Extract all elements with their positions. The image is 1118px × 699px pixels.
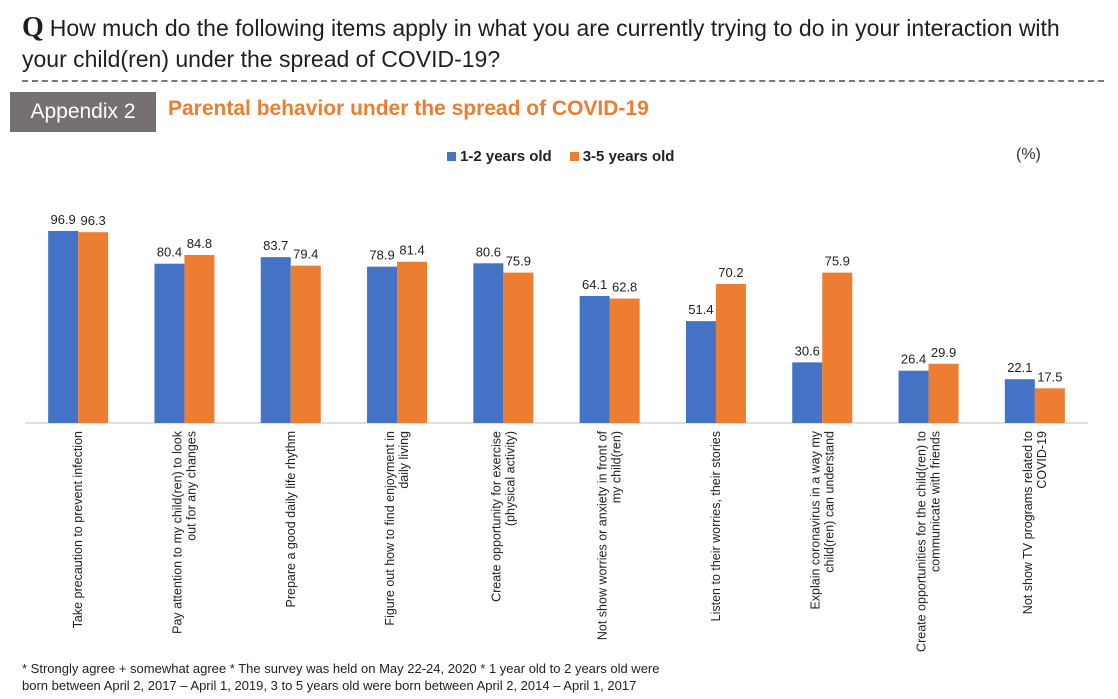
category-label-8: Explain coronavirus in a way mychild(ren… (808, 430, 836, 609)
bar-s1-c6 (579, 295, 610, 423)
category-label-9: Create opportunities for the child(ren) … (915, 431, 943, 652)
data-label-s1-c5: 80.6 (476, 244, 501, 259)
footnote: * Strongly agree + somewhat agree * The … (22, 660, 1102, 694)
data-label-s1-c9: 26.4 (901, 352, 926, 367)
bar-s2-c7 (715, 283, 746, 423)
category-label-10: Not show TV programs related toCOVID-19 (1021, 431, 1049, 614)
data-label-s2-c3: 79.4 (293, 247, 318, 262)
data-label-s2-c6: 62.8 (612, 280, 637, 295)
bar-s1-c10 (1004, 379, 1035, 423)
unit-label: (%) (1016, 146, 1041, 163)
category-label-4: Figure out how to find enjoyment indaily… (383, 431, 411, 626)
data-label-s1-c8: 30.6 (795, 343, 820, 358)
bar-s1-c1 (48, 231, 79, 423)
data-label-s1-c3: 83.7 (263, 238, 288, 253)
data-label-s2-c2: 84.8 (187, 236, 212, 251)
category-label-7: Listen to their worries, their stories (709, 431, 723, 621)
question-body: How much do the following items apply in… (22, 15, 1060, 72)
category-label-1: Take precaution to prevent infection (71, 431, 85, 628)
data-label-s1-c7: 51.4 (688, 302, 713, 317)
bar-s1-c9 (898, 370, 929, 423)
footnote-line-2: born between April 2, 2017 – April 1, 20… (22, 678, 637, 693)
data-label-s2-c7: 70.2 (718, 265, 743, 280)
bar-s2-c10 (1034, 388, 1065, 423)
data-label-s2-c5: 75.9 (506, 254, 531, 269)
legend-label-series-1: 1-2 years old (460, 148, 552, 165)
category-label-6: Not show worries or anxiety in front ofm… (596, 430, 624, 640)
chart-legend: 1-2 years old 3-5 years old (447, 148, 674, 165)
bar-s1-c2 (154, 263, 185, 423)
data-label-s1-c6: 64.1 (582, 277, 607, 292)
bar-s2-c5 (503, 272, 534, 423)
legend-item-series-2: 3-5 years old (569, 148, 675, 165)
bar-s2-c4 (397, 261, 428, 423)
legend-label-series-2: 3-5 years old (582, 148, 675, 165)
legend-item-series-1: 1-2 years old (447, 148, 552, 165)
chart-title: Parental behavior under the spread of CO… (168, 97, 649, 120)
bar-s1-c8 (792, 362, 823, 423)
data-label-s2-c9: 29.9 (931, 345, 956, 360)
category-label-5: Create opportunity for exercise(physical… (489, 431, 517, 602)
bar-s1-c4 (367, 266, 398, 423)
legend-swatch-series-2 (569, 152, 579, 161)
data-label-s2-c8: 75.9 (825, 254, 850, 269)
data-label-s2-c1: 96.3 (80, 213, 105, 228)
data-label-s1-c1: 96.9 (50, 212, 75, 227)
dashed-divider (22, 80, 1104, 82)
data-label-s1-c4: 78.9 (369, 248, 394, 263)
q-mark: Q (22, 12, 44, 43)
bar-s1-c7 (685, 321, 716, 423)
bar-s2-c9 (928, 363, 959, 423)
bar-s2-c8 (822, 272, 853, 423)
data-label-s2-c4: 81.4 (399, 243, 424, 258)
question-text: Q How much do the following items apply i… (22, 12, 1102, 75)
bar-s1-c5 (473, 263, 504, 423)
category-label-3: Prepare a good daily life rhythm (284, 431, 298, 607)
bar-s2-c2 (184, 254, 215, 423)
bar-s2-c1 (78, 232, 109, 423)
footnote-line-1: * Strongly agree + somewhat agree * The … (22, 661, 660, 676)
data-label-s1-c2: 80.4 (157, 245, 182, 260)
data-label-s2-c10: 17.5 (1037, 369, 1062, 384)
bar-s1-c3 (260, 257, 291, 423)
category-label-2: Pay attention to my child(ren) to lookou… (170, 430, 198, 634)
legend-swatch-series-1 (447, 152, 456, 161)
bar-s2-c6 (609, 298, 640, 423)
appendix-label: Appendix 2 (10, 92, 156, 132)
bar-s2-c3 (290, 265, 321, 423)
data-label-s1-c10: 22.1 (1007, 360, 1032, 375)
